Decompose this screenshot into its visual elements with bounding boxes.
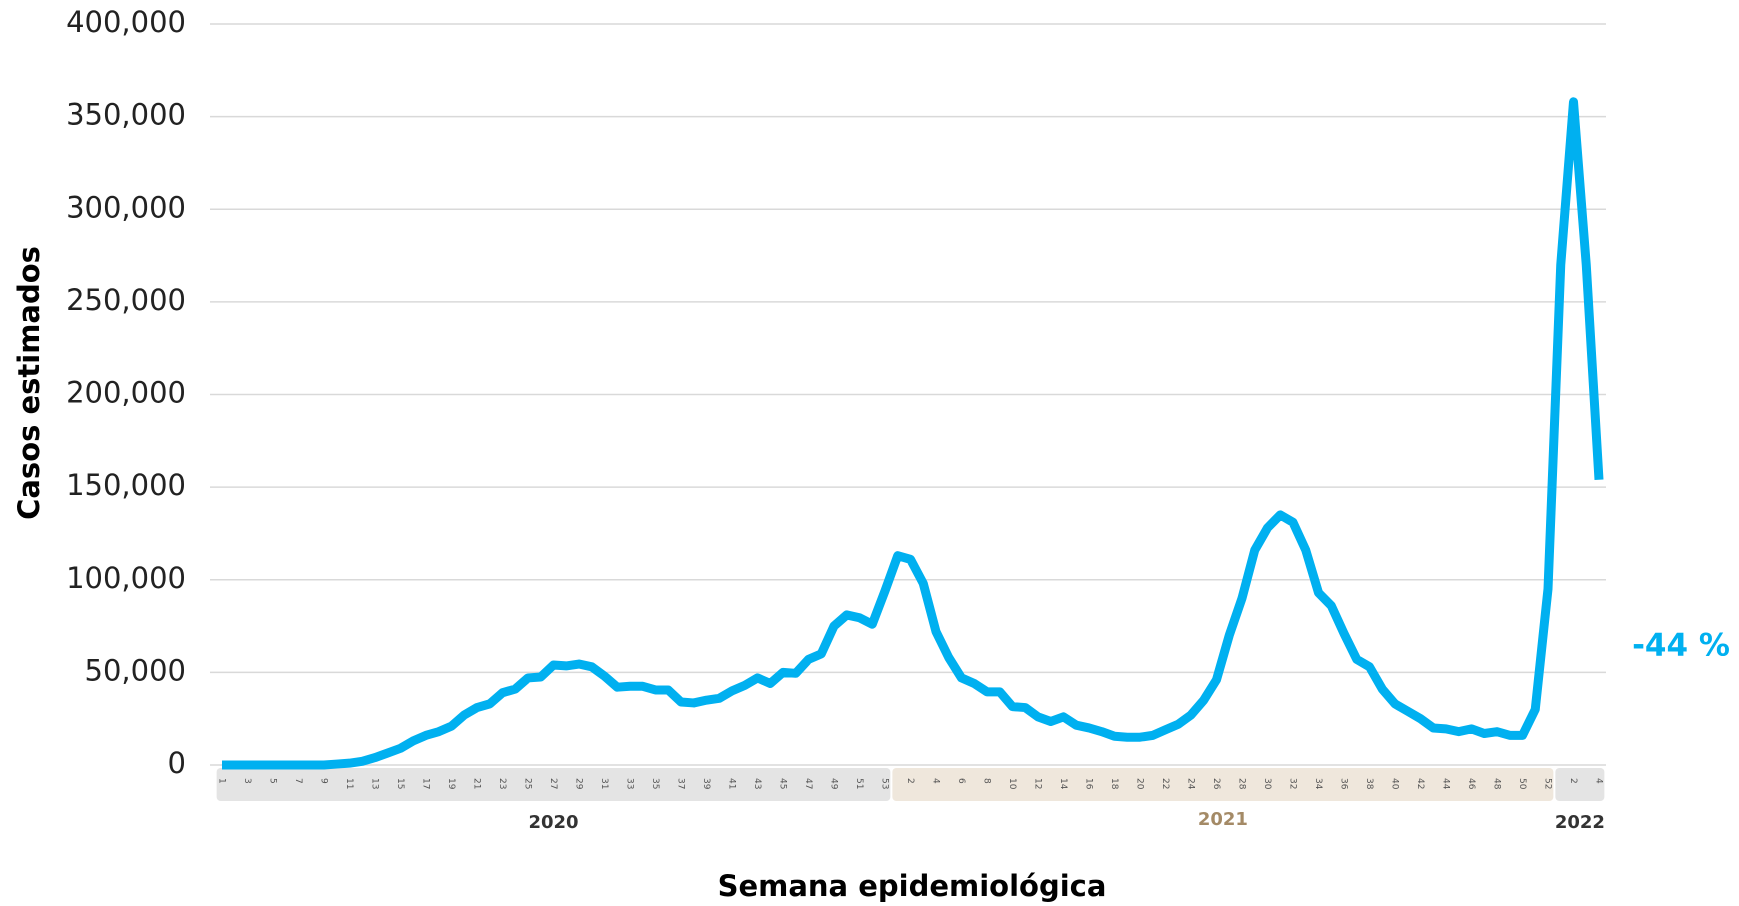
x-tick-label: 39 <box>701 778 711 790</box>
x-tick-label: 38 <box>1364 778 1374 790</box>
x-tick-label: 30 <box>1262 778 1272 790</box>
x-tick-label: 9 <box>319 778 329 784</box>
x-tick-label: 18 <box>1109 778 1119 790</box>
y-tick-label: 50,000 <box>85 653 186 687</box>
x-tick-label: 19 <box>446 778 456 790</box>
x-tick-label: 26 <box>1211 778 1221 790</box>
x-tick-label: 2 <box>1568 778 1578 784</box>
annotation: -44 % <box>1632 628 1730 664</box>
x-tick-label: 41 <box>727 778 737 789</box>
x-tick-label: 15 <box>395 778 405 789</box>
x-tick-label: 12 <box>1033 778 1043 789</box>
x-tick-label: 49 <box>829 778 839 790</box>
x-tick-label: 25 <box>523 778 533 789</box>
x-tick-label: 34 <box>1313 778 1323 790</box>
x-tick-label: 53 <box>880 778 890 789</box>
x-tick-label: 4 <box>1594 778 1604 784</box>
x-tick-label: 13 <box>370 778 380 789</box>
x-tick-label: 16 <box>1084 778 1094 790</box>
x-tick-label: 40 <box>1390 778 1400 790</box>
y-tick-label: 0 <box>168 746 186 780</box>
x-tick-label: 11 <box>344 778 354 789</box>
x-tick-label: 21 <box>472 778 482 789</box>
x-tick-label: 24 <box>1186 778 1196 790</box>
y-tick-label: 400,000 <box>66 5 186 39</box>
x-tick-label: 45 <box>778 778 788 789</box>
year-label: 2022 <box>1555 812 1605 833</box>
x-tick-label: 33 <box>625 778 635 789</box>
x-tick-label: 51 <box>854 778 864 789</box>
x-tick-label: 32 <box>1288 778 1298 789</box>
x-axis-label: Semana epidemiológica <box>718 869 1107 903</box>
x-tick-label: 14 <box>1058 778 1068 790</box>
y-tick-label: 300,000 <box>66 190 186 224</box>
x-tick-label: 28 <box>1237 778 1247 790</box>
x-tick-label: 20 <box>1135 778 1145 790</box>
x-tick-label: 4 <box>931 778 941 784</box>
x-tick-label: 10 <box>1007 778 1017 790</box>
y-tick-label: 250,000 <box>66 283 186 317</box>
x-tick-label: 37 <box>676 778 686 789</box>
x-tick-label: 8 <box>982 778 992 784</box>
x-tick-label: 52 <box>1543 778 1553 789</box>
x-tick-label: 6 <box>956 778 966 784</box>
x-tick-label: 5 <box>268 778 278 784</box>
data-line <box>222 102 1599 765</box>
x-tick-label: 7 <box>293 778 303 784</box>
y-tick-label: 150,000 <box>66 468 186 502</box>
x-tick-label: 17 <box>421 778 431 789</box>
x-tick-label: 2 <box>905 778 915 784</box>
x-tick-label: 50 <box>1517 778 1527 790</box>
x-tick-label: 42 <box>1415 778 1425 789</box>
x-tick-label: 36 <box>1339 778 1349 790</box>
x-tick-label: 47 <box>803 778 813 789</box>
x-tick-label: 43 <box>752 778 762 789</box>
year-label: 2020 <box>528 812 578 833</box>
x-tick-label: 3 <box>242 778 252 784</box>
year-band <box>1555 768 1604 801</box>
x-tick-label: 48 <box>1492 778 1502 790</box>
x-tick-label: 22 <box>1160 778 1170 789</box>
y-tick-label: 100,000 <box>66 561 186 595</box>
y-tick-label: 200,000 <box>66 376 186 410</box>
x-tick-label: 35 <box>650 778 660 789</box>
x-tick-label: 31 <box>599 778 609 789</box>
y-axis-label: Casos estimados <box>12 246 46 520</box>
chart: Casos estimados Semana epidemiológica -4… <box>0 0 1739 906</box>
year-label: 2021 <box>1198 809 1248 830</box>
x-tick-label: 27 <box>548 778 558 789</box>
x-tick-label: 23 <box>497 778 507 789</box>
year-band <box>892 768 1553 801</box>
x-tick-label: 46 <box>1466 778 1476 790</box>
x-tick-label: 29 <box>574 778 584 790</box>
x-tick-label: 1 <box>217 778 227 784</box>
y-tick-label: 350,000 <box>66 98 186 132</box>
x-tick-label: 44 <box>1441 778 1451 790</box>
